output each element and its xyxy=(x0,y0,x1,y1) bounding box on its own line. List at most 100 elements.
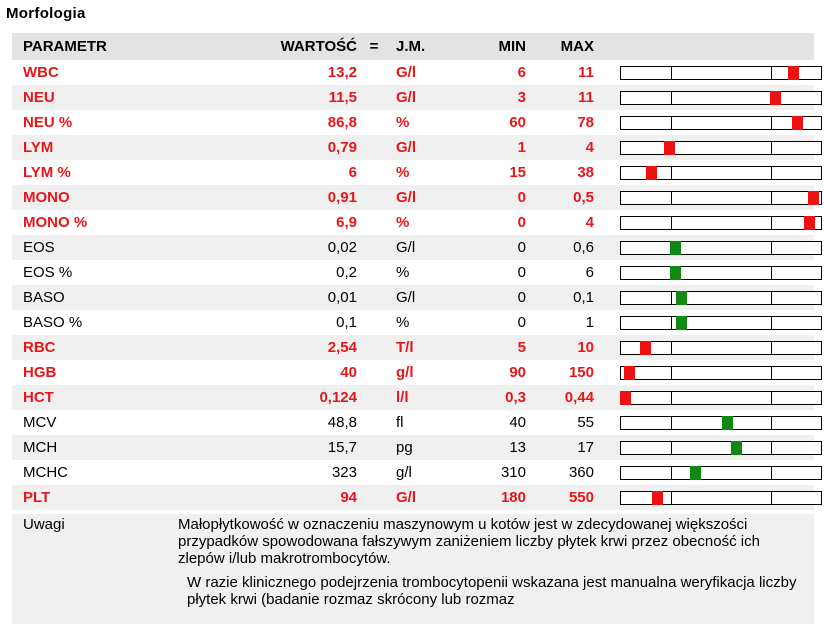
unit-cell: % xyxy=(396,264,410,281)
value-cell: 15,7 xyxy=(327,439,357,456)
min-cell: 0 xyxy=(517,289,526,306)
max-cell: 360 xyxy=(568,464,594,481)
table-row: NEU % 86,8% 60 78 xyxy=(12,110,822,135)
abnormal-value-marker xyxy=(792,116,803,130)
value-cell: 6,9 xyxy=(336,214,357,231)
max-cell: 11 xyxy=(578,89,594,106)
gap-cell xyxy=(594,460,620,485)
range-bar xyxy=(620,166,822,180)
header-bar xyxy=(620,33,814,60)
table-row: BASO % 0,1% 0 1 xyxy=(12,310,822,335)
value-cell: 94 xyxy=(340,489,357,506)
abnormal-value-marker xyxy=(624,366,635,380)
max-cell: 1 xyxy=(585,314,594,331)
range-bar-tick xyxy=(771,117,772,129)
eq-cell xyxy=(357,485,391,510)
max-cell: 11 xyxy=(578,64,594,81)
unit-cell: % xyxy=(396,214,410,231)
unit-cell: g/l xyxy=(396,364,414,381)
table-row: LYM 0,79 G/l 1 4 xyxy=(12,135,822,160)
range-bar-cell xyxy=(620,285,822,310)
header-value: WARTOŚĆ xyxy=(280,38,357,55)
eq-cell xyxy=(357,135,391,160)
range-bar-tick xyxy=(671,317,672,329)
eq-cell xyxy=(357,460,391,485)
param-cell: LYM % xyxy=(23,164,71,181)
value-cell: 0,124 xyxy=(319,389,357,406)
min-cell: 0 xyxy=(517,314,526,331)
range-bar-cell xyxy=(620,85,822,110)
range-bar xyxy=(620,241,822,255)
range-bar xyxy=(620,216,822,230)
normal-value-marker xyxy=(722,416,733,430)
range-bar-tick xyxy=(771,492,772,504)
unit-cell: % xyxy=(396,314,410,331)
range-bar xyxy=(620,366,822,380)
range-bar-tick xyxy=(771,342,772,354)
range-bar-tick xyxy=(771,167,772,179)
max-cell: 78 xyxy=(577,114,594,131)
param-cell: NEU xyxy=(23,89,55,106)
results-table: PARAMETR WARTOŚĆ = J.M. MIN MAX WBC 13,2 G… xyxy=(12,33,822,510)
table-row: RBC 2,54 T/l 5 10 xyxy=(12,335,822,360)
eq-cell xyxy=(357,60,391,85)
range-bar-cell xyxy=(620,360,822,385)
range-bar-cell xyxy=(620,60,822,85)
param-cell: BASO xyxy=(23,289,65,306)
param-cell: LYM xyxy=(23,139,54,156)
min-cell: 90 xyxy=(509,364,526,381)
header-param: PARAMETR xyxy=(23,38,107,55)
param-cell: NEU % xyxy=(23,114,73,131)
header-max: MAX xyxy=(560,38,594,55)
param-cell: EOS % xyxy=(23,264,73,281)
range-bar-tick xyxy=(771,367,772,379)
unit-cell: G/l xyxy=(396,489,417,506)
range-bar-cell xyxy=(620,160,822,185)
table-row: NEU 11,5 G/l 3 11 xyxy=(12,85,822,110)
value-cell: 6 xyxy=(348,164,357,181)
header-min: MIN xyxy=(498,38,527,55)
range-bar-tick xyxy=(671,392,672,404)
range-bar xyxy=(620,416,822,430)
range-bar xyxy=(620,466,822,480)
normal-value-marker xyxy=(676,291,687,305)
max-cell: 4 xyxy=(585,139,594,156)
eq-cell xyxy=(357,260,391,285)
eq-cell xyxy=(357,210,391,235)
value-cell: 0,91 xyxy=(327,189,357,206)
abnormal-value-marker xyxy=(788,66,799,80)
eq-cell xyxy=(357,185,391,210)
unit-cell: G/l xyxy=(396,239,416,256)
value-cell: 48,8 xyxy=(327,414,357,431)
table-row: MONO % 6,9% 0 4 xyxy=(12,210,822,235)
value-cell: 13,2 xyxy=(327,64,357,81)
eq-cell xyxy=(357,85,391,110)
param-cell: EOS xyxy=(23,239,55,256)
abnormal-value-marker xyxy=(804,216,815,230)
gap-cell xyxy=(594,85,620,110)
range-bar-tick xyxy=(671,192,672,204)
range-bar xyxy=(620,116,822,130)
range-bar-tick xyxy=(671,292,672,304)
max-cell: 38 xyxy=(577,164,594,181)
range-bar xyxy=(620,341,822,355)
gap-cell xyxy=(594,235,620,260)
table-row: EOS 0,02 G/l 0 0,6 xyxy=(12,235,822,260)
notes-section: Uwagi Małopłytkowość w oznaczeniu maszyn… xyxy=(12,514,814,624)
max-cell: 0,6 xyxy=(573,239,594,256)
header-gap xyxy=(594,33,620,60)
table-row: LYM % 6% 15 38 xyxy=(12,160,822,185)
param-cell: HGB xyxy=(23,364,57,381)
value-cell: 323 xyxy=(331,464,357,481)
range-bar-tick xyxy=(771,192,772,204)
max-cell: 17 xyxy=(577,439,594,456)
range-bar-cell xyxy=(620,385,822,410)
normal-value-marker xyxy=(670,241,681,255)
gap-cell xyxy=(594,485,620,510)
abnormal-value-marker xyxy=(620,391,631,405)
eq-cell xyxy=(357,110,391,135)
gap-cell xyxy=(594,185,620,210)
eq-cell xyxy=(357,435,391,460)
range-bar-tick xyxy=(771,142,772,154)
value-cell: 2,54 xyxy=(327,339,357,356)
